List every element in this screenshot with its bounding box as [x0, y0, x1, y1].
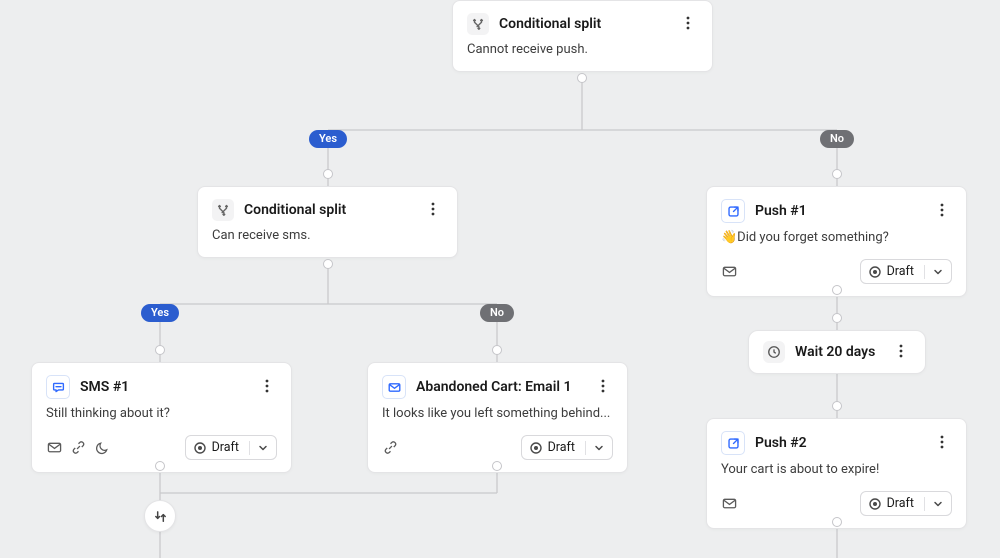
port-dot — [323, 259, 333, 269]
node-description: Still thinking about it? — [46, 405, 277, 423]
node-badges — [46, 440, 110, 456]
chevron-down-icon — [594, 443, 604, 453]
chevron-down-icon — [933, 499, 943, 509]
link-icon — [70, 440, 86, 456]
node-menu-button[interactable] — [423, 201, 443, 220]
sms-icon — [46, 375, 70, 399]
clock-icon — [763, 341, 785, 363]
node-badges — [721, 264, 737, 280]
node-description: 👋Did you forget something? — [721, 229, 952, 247]
node-badges — [721, 496, 737, 512]
branch-badge-no: No — [820, 130, 854, 148]
port-dot — [577, 73, 587, 83]
wait-label: Wait 20 days — [795, 344, 881, 360]
status-dot-icon — [194, 442, 206, 454]
port-dot — [155, 461, 165, 471]
email-icon — [382, 375, 406, 399]
node-description: Your cart is about to expire! — [721, 461, 952, 479]
port-dot — [492, 345, 502, 355]
envelope-icon — [46, 440, 62, 456]
envelope-icon — [721, 496, 737, 512]
status-dropdown[interactable]: Draft — [860, 491, 952, 516]
node-title: Conditional split — [244, 202, 413, 218]
port-dot — [832, 169, 842, 179]
port-dot — [832, 285, 842, 295]
node-title: Abandoned Cart: Email 1 — [416, 379, 583, 395]
status-dropdown[interactable]: Draft — [521, 435, 613, 460]
port-dot — [492, 461, 502, 471]
branch-badge-yes: Yes — [141, 304, 179, 322]
node-menu-button[interactable] — [932, 434, 952, 453]
status-dropdown[interactable]: Draft — [860, 259, 952, 284]
status-dot-icon — [530, 442, 542, 454]
add-action-button[interactable] — [144, 500, 176, 532]
status-label: Draft — [212, 440, 239, 455]
node-menu-button[interactable] — [891, 343, 911, 362]
node-push-2[interactable]: Push #2 Your cart is about to expire! Dr… — [706, 418, 967, 529]
branch-badge-no: No — [480, 304, 514, 322]
node-conditional-sms[interactable]: Conditional split Can receive sms. — [197, 186, 458, 258]
node-badges — [382, 440, 398, 456]
status-label: Draft — [887, 264, 914, 279]
port-dot — [832, 313, 842, 323]
node-title: Conditional split — [499, 16, 668, 32]
node-push-1[interactable]: Push #1 👋Did you forget something? Draft — [706, 186, 967, 297]
port-dot — [832, 517, 842, 527]
chevron-down-icon — [258, 443, 268, 453]
envelope-icon — [721, 264, 737, 280]
node-menu-button[interactable] — [257, 378, 277, 397]
status-label: Draft — [548, 440, 575, 455]
node-menu-button[interactable] — [678, 15, 698, 34]
node-title: Push #1 — [755, 203, 922, 219]
node-wait[interactable]: Wait 20 days — [748, 330, 926, 374]
split-icon — [467, 13, 489, 35]
status-dot-icon — [869, 266, 881, 278]
chevron-down-icon — [933, 267, 943, 277]
node-menu-button[interactable] — [593, 378, 613, 397]
port-dot — [155, 345, 165, 355]
status-dropdown[interactable]: Draft — [185, 435, 277, 460]
node-description: Can receive sms. — [212, 227, 443, 245]
port-dot — [323, 169, 333, 179]
node-description: Cannot receive push. — [467, 41, 698, 59]
node-description: It looks like you left something behind.… — [382, 405, 613, 423]
node-title: Push #2 — [755, 435, 922, 451]
link-icon — [382, 440, 398, 456]
status-dot-icon — [869, 498, 881, 510]
node-sms-1[interactable]: SMS #1 Still thinking about it? Draft — [31, 362, 292, 473]
moon-icon — [94, 440, 110, 456]
node-menu-button[interactable] — [932, 202, 952, 221]
node-title: SMS #1 — [80, 379, 247, 395]
port-dot — [832, 401, 842, 411]
node-conditional-root[interactable]: Conditional split Cannot receive push. — [452, 0, 713, 72]
status-label: Draft — [887, 496, 914, 511]
branch-badge-yes: Yes — [309, 130, 347, 148]
split-icon — [212, 199, 234, 221]
push-icon — [721, 431, 745, 455]
push-icon — [721, 199, 745, 223]
node-email-1[interactable]: Abandoned Cart: Email 1 It looks like yo… — [367, 362, 628, 473]
